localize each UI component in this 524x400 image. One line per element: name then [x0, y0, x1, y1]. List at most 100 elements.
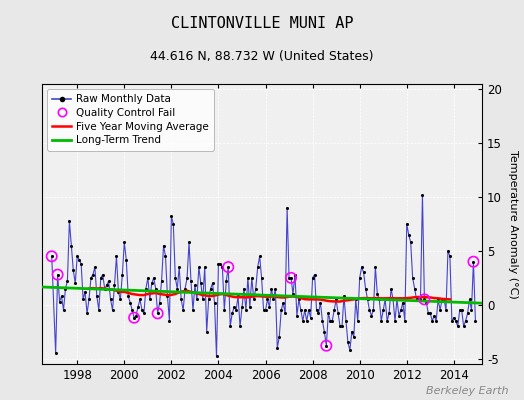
Point: [112, 253, 121, 260]
Point: [338, 323, 346, 330]
Point: [369, 307, 378, 313]
Point: [240, 286, 248, 292]
Point: [365, 307, 374, 313]
Point: [316, 300, 325, 306]
Point: [438, 296, 446, 302]
Point: [83, 310, 91, 316]
Point: [393, 296, 401, 302]
Point: [79, 296, 88, 302]
Point: [149, 275, 158, 281]
Point: [116, 296, 125, 302]
Point: [326, 318, 334, 324]
Point: [114, 289, 123, 295]
Point: [106, 296, 115, 302]
Point: [470, 258, 478, 265]
Point: [206, 286, 215, 292]
Point: [141, 286, 150, 292]
Point: [462, 318, 470, 324]
Point: [302, 318, 311, 324]
Point: [108, 307, 117, 313]
Point: [312, 307, 321, 313]
Point: [256, 253, 264, 260]
Point: [389, 296, 397, 302]
Point: [246, 304, 254, 310]
Point: [154, 310, 162, 316]
Point: [199, 296, 207, 302]
Point: [191, 282, 199, 288]
Point: [95, 307, 103, 313]
Point: [222, 278, 231, 284]
Point: [159, 242, 168, 249]
Point: [181, 286, 189, 292]
Point: [367, 312, 376, 319]
Point: [362, 286, 370, 292]
Point: [381, 296, 389, 302]
Point: [399, 300, 407, 306]
Point: [161, 253, 170, 260]
Point: [59, 307, 68, 313]
Text: 44.616 N, 88.732 W (United States): 44.616 N, 88.732 W (United States): [150, 50, 374, 63]
Point: [324, 310, 333, 316]
Point: [220, 307, 228, 313]
Point: [314, 310, 323, 316]
Point: [48, 253, 56, 260]
Point: [279, 300, 287, 306]
Point: [387, 286, 395, 292]
Point: [412, 296, 421, 302]
Point: [470, 258, 478, 265]
Point: [301, 307, 309, 313]
Point: [53, 272, 62, 278]
Point: [167, 213, 176, 220]
Point: [450, 314, 458, 321]
Point: [261, 307, 270, 313]
Point: [163, 293, 172, 299]
Point: [322, 342, 331, 349]
Point: [307, 314, 315, 321]
Point: [73, 253, 81, 260]
Point: [91, 264, 99, 270]
Point: [407, 239, 415, 246]
Point: [146, 296, 154, 302]
Point: [254, 264, 262, 270]
Point: [444, 248, 452, 254]
Point: [350, 334, 358, 340]
Point: [48, 253, 56, 260]
Point: [81, 289, 89, 295]
Point: [395, 312, 403, 319]
Point: [89, 272, 97, 278]
Point: [434, 296, 442, 302]
Point: [446, 253, 454, 260]
Point: [410, 286, 419, 292]
Point: [455, 307, 464, 313]
Point: [373, 291, 381, 297]
Point: [442, 307, 450, 313]
Point: [249, 296, 258, 302]
Point: [416, 296, 424, 302]
Point: [130, 314, 138, 321]
Point: [110, 282, 118, 288]
Point: [454, 323, 462, 330]
Point: [185, 239, 193, 246]
Point: [289, 291, 297, 297]
Point: [297, 307, 305, 313]
Point: [202, 328, 211, 335]
Point: [328, 318, 336, 324]
Point: [183, 275, 191, 281]
Point: [122, 256, 130, 263]
Point: [173, 286, 181, 292]
Point: [269, 296, 278, 302]
Point: [140, 310, 148, 316]
Point: [252, 286, 260, 292]
Point: [397, 307, 405, 313]
Point: [271, 286, 279, 292]
Point: [157, 278, 166, 284]
Point: [126, 300, 134, 306]
Point: [467, 307, 476, 313]
Point: [332, 296, 340, 302]
Point: [177, 296, 185, 302]
Point: [320, 328, 329, 335]
Point: [67, 242, 75, 249]
Point: [171, 275, 180, 281]
Point: [428, 318, 436, 324]
Y-axis label: Temperature Anomaly (°C): Temperature Anomaly (°C): [508, 150, 518, 298]
